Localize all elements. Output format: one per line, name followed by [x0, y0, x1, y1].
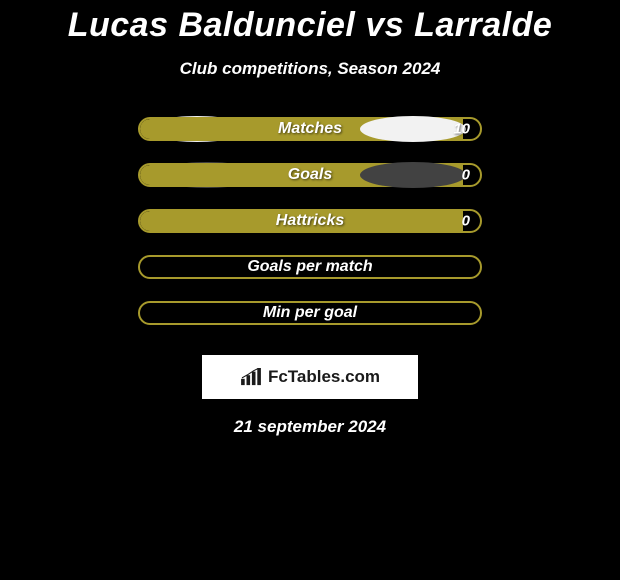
- stat-bar: Min per goal: [138, 301, 482, 325]
- stat-label: Hattricks: [276, 212, 344, 230]
- stat-label: Matches: [278, 120, 342, 138]
- right-player-marker: [360, 162, 466, 188]
- logo-content: FcTables.com: [240, 367, 380, 387]
- date-label: 21 september 2024: [234, 417, 386, 437]
- bar-chart-icon: [240, 368, 262, 386]
- stat-row: Min per goal: [138, 301, 482, 325]
- stats-comparison-container: Lucas Baldunciel vs Larralde Club compet…: [0, 0, 620, 437]
- stat-row: Goals per match: [138, 255, 482, 279]
- stat-value: 10: [453, 121, 470, 138]
- logo-label: FcTables.com: [268, 367, 380, 387]
- stat-row: Goals 0: [138, 163, 482, 187]
- stat-label: Min per goal: [263, 304, 357, 322]
- stat-value: 0: [462, 213, 470, 230]
- stat-row: Hattricks 0: [138, 209, 482, 233]
- stat-bar: Goals per match: [138, 255, 482, 279]
- stat-row: Matches 10: [138, 117, 482, 141]
- page-title: Lucas Baldunciel vs Larralde: [68, 6, 553, 45]
- page-subtitle: Club competitions, Season 2024: [180, 59, 441, 79]
- right-player-marker: [360, 116, 466, 142]
- stat-bar: Hattricks 0: [138, 209, 482, 233]
- stats-rows: Matches 10 Goals 0 Hattricks 0 Goals per match…: [138, 117, 482, 347]
- stat-label: Goals: [288, 166, 332, 184]
- stat-label: Goals per match: [247, 258, 372, 276]
- stat-value: 0: [462, 167, 470, 184]
- logo-box[interactable]: FcTables.com: [202, 355, 418, 399]
